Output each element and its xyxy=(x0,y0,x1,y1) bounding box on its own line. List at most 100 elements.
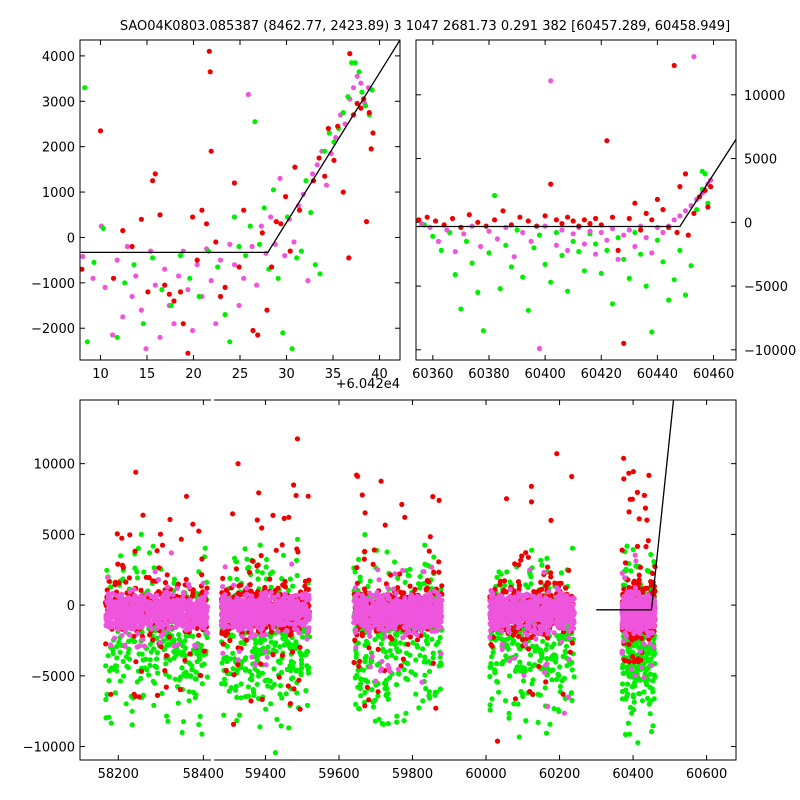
data-point xyxy=(379,666,384,671)
top-left-panel: 10 15 20 25 30 35 40−2000−10000100020003000400… xyxy=(31,40,400,392)
data-point xyxy=(106,595,111,600)
data-point xyxy=(417,653,422,658)
x-tick-label: 59400 xyxy=(245,767,286,782)
data-point xyxy=(196,529,201,534)
data-point xyxy=(660,259,665,264)
data-point xyxy=(495,236,500,241)
data-point xyxy=(127,596,132,601)
data-point xyxy=(243,694,248,699)
data-point xyxy=(272,602,277,607)
data-point xyxy=(422,603,427,608)
data-point xyxy=(425,624,430,629)
x-tick-label: 60600 xyxy=(686,767,727,782)
y-tick-label: −5000 xyxy=(744,280,788,295)
data-point xyxy=(565,289,570,294)
data-point xyxy=(153,283,158,288)
data-point xyxy=(496,569,501,574)
data-point xyxy=(132,692,137,697)
data-point xyxy=(220,660,225,665)
data-point xyxy=(486,250,491,255)
data-point xyxy=(279,670,284,675)
data-point xyxy=(253,633,258,638)
data-point xyxy=(246,625,251,630)
data-point xyxy=(155,693,160,698)
data-point xyxy=(412,587,417,592)
data-point xyxy=(250,558,255,563)
data-point xyxy=(403,676,408,681)
data-point xyxy=(358,681,363,686)
data-point xyxy=(655,238,660,243)
data-point xyxy=(422,673,427,678)
data-point xyxy=(404,651,409,656)
data-point xyxy=(234,566,239,571)
data-point xyxy=(408,598,413,603)
top-right-panel: 60360 60380 60400 60420 60440 60460−10000−500… xyxy=(412,40,796,382)
data-point xyxy=(548,570,553,575)
data-point xyxy=(186,582,191,587)
data-point xyxy=(689,263,694,268)
x-tick-label: 25 xyxy=(232,367,249,382)
data-point xyxy=(235,662,240,667)
data-point xyxy=(118,679,123,684)
data-point xyxy=(139,669,144,674)
data-point xyxy=(627,227,632,232)
data-point xyxy=(388,572,393,577)
data-point xyxy=(379,659,384,664)
data-point xyxy=(124,654,129,659)
data-point xyxy=(399,502,404,507)
data-point xyxy=(666,225,671,230)
data-point xyxy=(487,665,492,670)
data-point xyxy=(464,239,469,244)
data-point xyxy=(282,253,287,258)
data-point xyxy=(559,581,564,586)
data-point xyxy=(528,667,533,672)
data-point xyxy=(354,473,359,478)
data-point xyxy=(529,239,534,244)
data-point xyxy=(209,278,214,283)
data-point xyxy=(537,233,542,238)
data-point xyxy=(512,254,517,259)
data-point xyxy=(257,724,262,729)
data-point xyxy=(691,54,696,59)
data-point xyxy=(284,691,289,696)
data-point xyxy=(185,351,190,356)
data-point xyxy=(101,226,106,231)
data-point xyxy=(160,543,165,548)
data-point xyxy=(556,709,561,714)
data-point xyxy=(155,670,160,675)
data-point xyxy=(494,679,499,684)
data-point xyxy=(263,632,268,637)
data-point xyxy=(503,653,508,658)
data-point xyxy=(504,569,509,574)
data-point xyxy=(103,285,108,290)
data-point xyxy=(353,702,358,707)
data-point xyxy=(362,532,367,537)
data-point xyxy=(219,612,224,617)
data-point xyxy=(377,595,382,600)
data-point xyxy=(691,211,696,216)
data-point xyxy=(439,651,444,656)
data-point xyxy=(171,643,176,648)
data-point xyxy=(195,258,200,263)
data-point xyxy=(414,643,419,648)
data-point xyxy=(564,644,569,649)
data-point xyxy=(128,624,133,629)
data-point xyxy=(453,272,458,277)
data-point xyxy=(278,683,283,688)
data-point xyxy=(106,653,111,658)
data-point xyxy=(355,581,360,586)
data-point xyxy=(269,640,274,645)
data-point xyxy=(526,646,531,651)
data-point xyxy=(559,570,564,575)
data-point xyxy=(161,592,166,597)
data-point xyxy=(439,248,444,253)
data-point xyxy=(304,663,309,668)
data-point xyxy=(286,725,291,730)
data-point xyxy=(146,605,151,610)
data-point xyxy=(193,644,198,649)
data-point xyxy=(569,474,574,479)
data-point xyxy=(286,515,291,520)
data-point xyxy=(376,647,381,652)
data-point xyxy=(428,615,433,620)
data-point xyxy=(294,593,299,598)
